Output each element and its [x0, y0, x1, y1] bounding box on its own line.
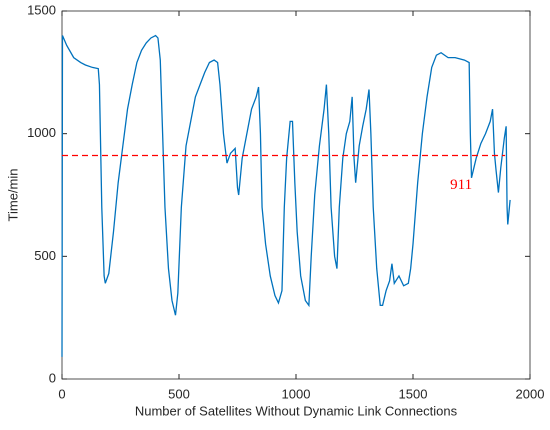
- x-tick-label: 1500: [399, 386, 428, 401]
- data-line: [61, 34, 511, 357]
- reference-label: 911: [450, 177, 472, 193]
- x-tick-label: 2000: [516, 386, 545, 401]
- y-axis-label: Time/min: [5, 169, 20, 222]
- y-tick-label: 1500: [27, 2, 56, 17]
- y-tick-label: 500: [34, 248, 56, 263]
- x-tick-label: 1000: [282, 386, 311, 401]
- y-tick-label: 0: [49, 370, 56, 385]
- x-tick-label: 500: [168, 386, 190, 401]
- y-tick-label: 1000: [27, 125, 56, 140]
- x-tick-label: 0: [58, 386, 65, 401]
- x-axis-label: Number of Satellites Without Dynamic Lin…: [135, 403, 458, 418]
